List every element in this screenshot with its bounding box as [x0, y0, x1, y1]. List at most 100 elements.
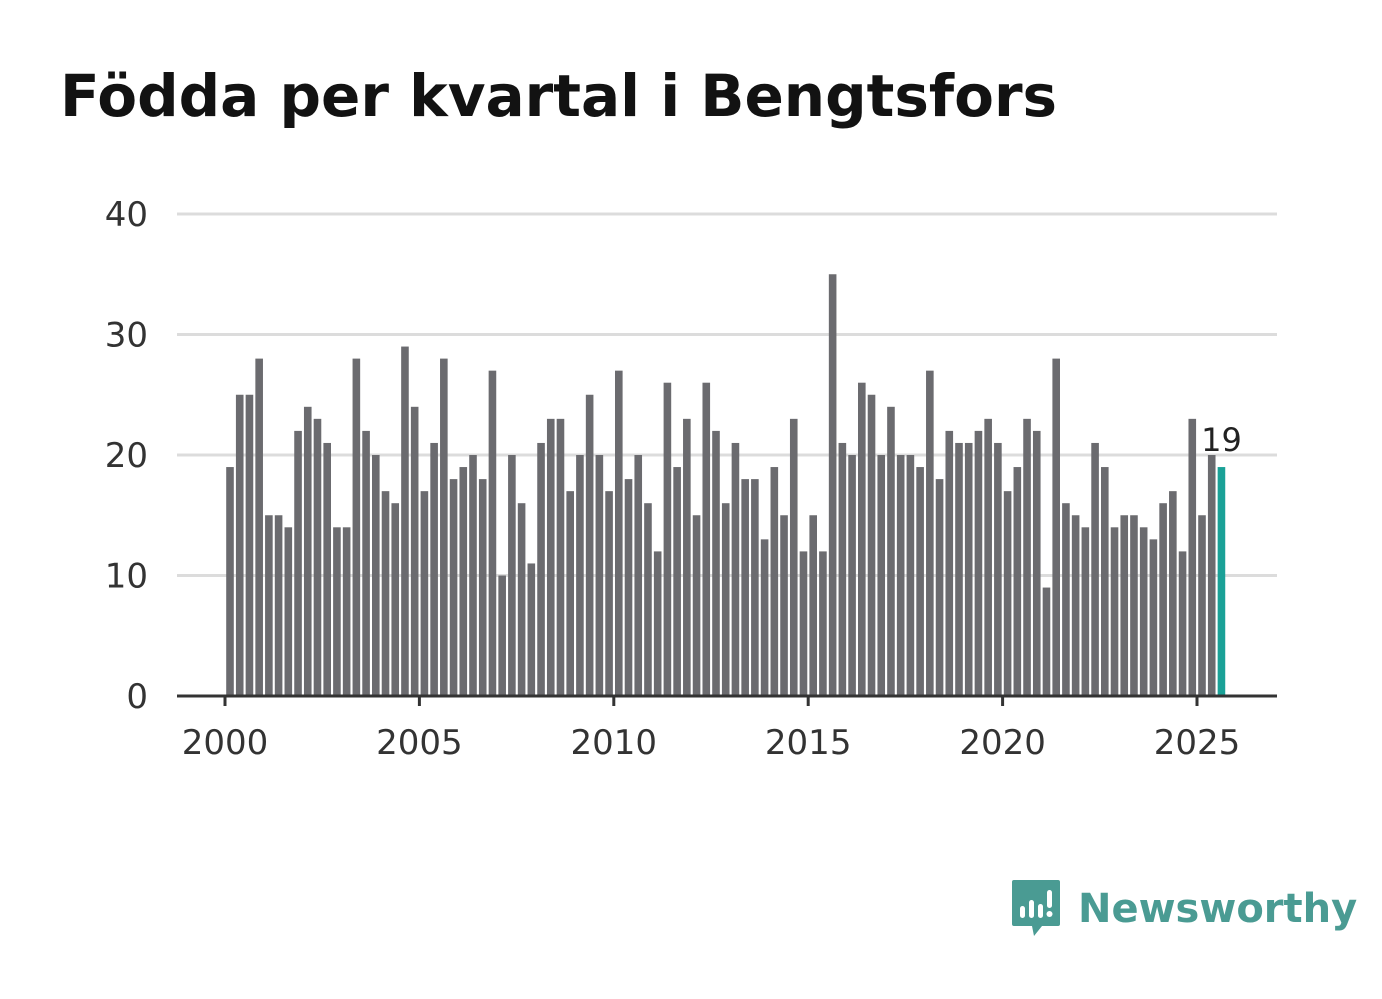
- bar: [303, 406, 312, 696]
- bar: [926, 370, 934, 696]
- bar: [692, 515, 701, 696]
- bar: [294, 430, 302, 696]
- bar: [1139, 527, 1148, 696]
- bars: [226, 274, 1226, 696]
- bar: [663, 382, 672, 696]
- bar: [653, 551, 662, 696]
- bar: [576, 455, 584, 696]
- bar: [770, 467, 779, 696]
- bar: [1101, 467, 1109, 696]
- bar: [828, 274, 837, 696]
- bar: [789, 418, 798, 696]
- bar: [235, 394, 244, 696]
- bar: [342, 527, 351, 696]
- bar: [673, 467, 681, 696]
- y-tick-label: 0: [126, 677, 148, 717]
- bar: [906, 455, 915, 696]
- chart-title: Födda per kvartal i Bengtsfors: [60, 62, 1058, 130]
- bar: [1178, 551, 1187, 696]
- y-tick-label: 20: [105, 436, 148, 476]
- bar: [1071, 515, 1080, 696]
- bar: [994, 442, 1002, 696]
- bar: [595, 455, 604, 696]
- bar: [1003, 491, 1012, 696]
- bar: [372, 455, 380, 696]
- bar: [313, 418, 322, 696]
- bar: [430, 442, 438, 696]
- bar: [265, 515, 273, 696]
- bar: [245, 394, 254, 696]
- bar: [469, 455, 477, 696]
- bar: [683, 418, 691, 696]
- x-tick-label: 2020: [959, 723, 1046, 763]
- bar: [1052, 358, 1060, 696]
- bar: [498, 575, 506, 696]
- bar: [780, 515, 788, 696]
- bar: [955, 442, 963, 696]
- bar: [1149, 539, 1158, 696]
- bar: [585, 394, 594, 696]
- bar: [537, 442, 545, 696]
- bar: [731, 442, 740, 696]
- bar: [556, 418, 565, 696]
- bar: [401, 346, 409, 696]
- bar: [838, 442, 847, 696]
- bar: [381, 491, 390, 696]
- bar: [410, 406, 419, 696]
- bar: [546, 418, 555, 696]
- bar: [323, 442, 331, 696]
- bar: [284, 527, 293, 696]
- bar: [1032, 430, 1041, 696]
- brand-name: Newsworthy: [1078, 886, 1358, 932]
- bar: [751, 479, 759, 696]
- bar: [867, 394, 876, 696]
- bar: [644, 503, 652, 696]
- bar: [508, 455, 516, 696]
- bar: [760, 539, 769, 696]
- y-tick-label: 30: [105, 316, 148, 356]
- x-tick-label: 2000: [182, 723, 269, 763]
- bar: [741, 479, 749, 696]
- bar: [440, 358, 448, 696]
- bar: [1013, 467, 1022, 696]
- bar: [1081, 527, 1090, 696]
- bar: [721, 503, 730, 696]
- bar: [799, 551, 808, 696]
- bar: [809, 515, 817, 696]
- bar: [984, 418, 992, 696]
- bar: [226, 467, 234, 696]
- bar: [478, 479, 487, 696]
- bar: [1062, 503, 1070, 696]
- bar: [1042, 587, 1051, 696]
- last-value-label: 19: [1201, 421, 1242, 459]
- bar: [1023, 418, 1031, 696]
- bar: [517, 503, 526, 696]
- bar: [1207, 455, 1216, 696]
- bar: [1188, 418, 1197, 696]
- bar: [362, 430, 370, 696]
- bar: [624, 479, 633, 696]
- x-tick-label: 2015: [765, 723, 852, 763]
- bar: [420, 491, 429, 696]
- bar: [333, 527, 341, 696]
- bar: [459, 467, 468, 696]
- bar: [819, 551, 827, 696]
- bar: [527, 563, 536, 696]
- bar: [964, 442, 973, 696]
- bar: [1169, 491, 1177, 696]
- brand-logo: Newsworthy: [1010, 878, 1357, 940]
- bar: [974, 430, 983, 696]
- bar: [1110, 527, 1119, 696]
- bar: [712, 430, 720, 696]
- bar: [1198, 515, 1206, 696]
- bar: [1130, 515, 1138, 696]
- x-tick-label: 2025: [1154, 723, 1241, 763]
- bar: [1120, 515, 1129, 696]
- newsworthy-logo-icon: [1012, 880, 1060, 936]
- bar: [449, 479, 458, 696]
- bar: [605, 491, 613, 696]
- y-tick-label: 40: [105, 195, 148, 235]
- bar: [488, 370, 497, 696]
- bar: [615, 370, 623, 696]
